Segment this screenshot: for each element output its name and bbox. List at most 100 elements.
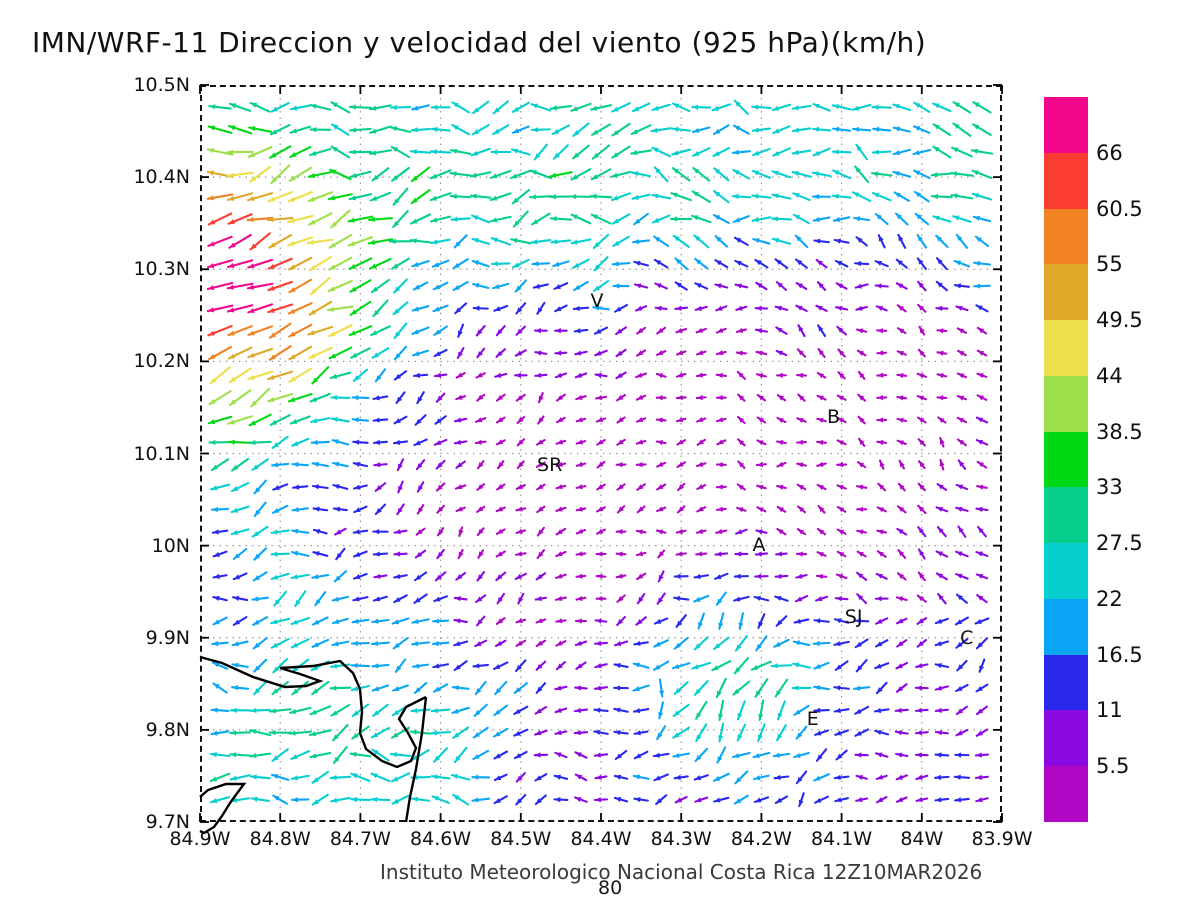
wind-arrow [309,751,332,759]
wind-arrow [855,236,868,247]
wind-arrow [918,325,926,336]
wind-arrow [856,593,868,605]
wind-arrow [675,528,687,534]
wind-arrow [555,484,567,490]
wind-arrow [917,526,927,538]
wind-arrow [330,663,351,669]
wind-arrow [957,459,967,470]
x-axis-tick-label: 84.6W [410,828,472,850]
wind-arrow [554,595,567,602]
wind-arrow [247,347,273,359]
wind-arrow [875,681,888,695]
wind-arrow [976,349,988,357]
wind-arrow [735,350,747,356]
wind-arrow [515,528,527,534]
wind-arrow [596,483,606,491]
wind-arrow [291,680,310,696]
wind-arrow [853,618,870,624]
wind-arrow [490,149,512,155]
wind-arrow [712,213,730,225]
wind-arrow [372,417,389,423]
wind-arrow [815,258,828,269]
wind-arrow [674,305,689,311]
wind-arrow [612,283,630,289]
wind-arrow [311,680,330,696]
wind-arrow [270,572,290,580]
wind-arrow [253,479,267,495]
wind-arrow [692,166,711,182]
wind-arrow [913,101,931,113]
wind-arrow [595,573,607,580]
wind-arrow [714,283,729,289]
wind-arrow [834,596,849,602]
wind-arrow [874,283,889,289]
wind-arrow [774,305,789,311]
wind-arrow [776,416,787,424]
wind-arrow [393,551,408,557]
wind-arrow [409,238,432,244]
wind-arrow [476,393,486,402]
wind-arrow [633,212,649,226]
wind-arrow [751,193,772,199]
wind-arrow [872,192,892,202]
wind-arrow [655,417,667,423]
wind-arrow [854,261,870,267]
wind-arrow [570,238,592,245]
wind-arrow [248,165,272,183]
wind-arrow [249,729,272,737]
wind-arrow [496,592,505,605]
wind-arrow [334,527,347,536]
wind-arrow [892,126,911,133]
wind-arrow [854,638,869,649]
wind-arrow [432,683,449,693]
wind-arrow [616,393,627,402]
wind-arrow [251,458,269,471]
wind-arrow [674,257,689,271]
wind-arrow [836,462,848,468]
wind-arrow [367,238,394,245]
wind-arrow [211,640,229,647]
wind-arrow [956,659,968,672]
wind-arrow [718,699,725,722]
wind-arrow [916,395,927,401]
wind-arrow [896,439,907,446]
wind-arrow [616,505,626,514]
wind-arrow [272,657,289,674]
wind-arrow [514,551,527,557]
wind-arrow [714,572,729,580]
wind-arrow [249,232,271,251]
wind-arrow [473,703,488,717]
wind-arrow [433,438,448,446]
wind-arrow [653,235,670,248]
wind-arrow [515,484,526,490]
wind-arrow [575,506,587,512]
wind-arrow [390,145,411,159]
wind-arrow [632,708,650,714]
wind-arrow [791,685,812,691]
wind-arrow [271,504,289,514]
wind-arrow [813,661,830,670]
x-axis-tick-label: 84.3W [650,828,712,850]
wind-arrow [228,367,252,384]
wind-arrow [775,349,788,357]
wind-arrow [434,415,447,425]
wind-arrow [716,439,727,446]
wind-arrow [898,459,905,470]
wind-arrow [755,461,767,468]
wind-arrow [693,636,709,651]
wind-arrow [288,278,313,294]
wind-arrow [550,239,572,245]
wind-arrow [914,212,930,226]
wind-arrow [732,680,751,696]
wind-arrow [613,729,629,736]
wind-arrow [413,681,428,695]
wind-arrow [892,148,911,156]
wind-arrow [936,395,948,401]
wind-arrow [913,169,931,180]
wind-arrow [976,484,988,490]
wind-arrow [932,102,952,113]
wind-arrow [712,146,731,158]
colorbar-band [1044,543,1088,599]
wind-arrow [328,256,353,271]
wind-arrow [955,233,969,249]
